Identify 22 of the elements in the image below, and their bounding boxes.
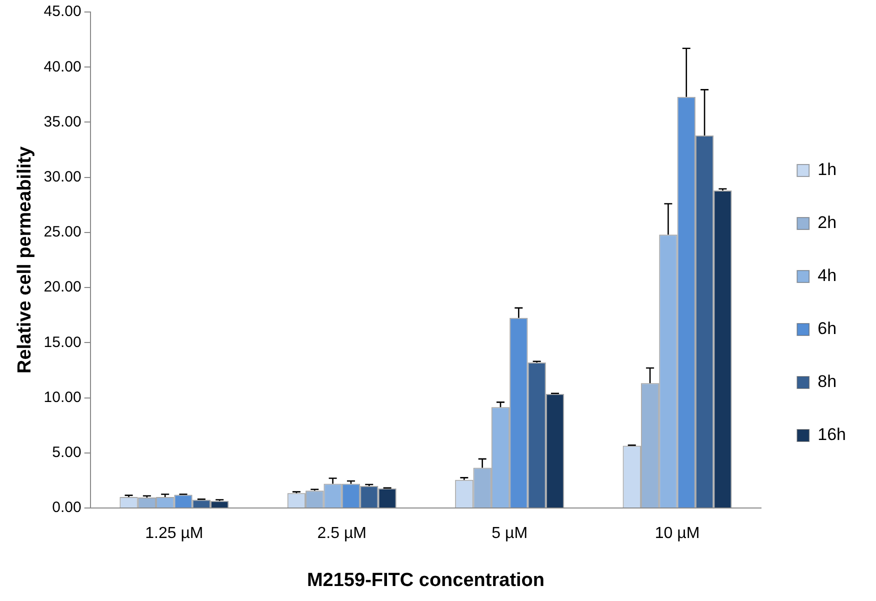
y-tick-label: 15.00: [44, 334, 82, 351]
legend-label: 8h: [818, 372, 837, 392]
y-tick-label: 30.00: [44, 168, 82, 186]
legend-label: 4h: [818, 266, 837, 286]
x-tick-label: 2.5 µM: [317, 525, 367, 542]
y-axis-title: Relative cell permeability: [14, 146, 36, 374]
x-tick-label: 10 µM: [654, 525, 700, 542]
y-tick-label: 10.00: [44, 388, 82, 406]
legend-label: 1h: [818, 160, 837, 180]
y-tick-label: 20.00: [44, 278, 82, 296]
legend-label: 6h: [818, 319, 837, 338]
legend-label: 16h: [818, 425, 846, 444]
x-tick-label: 5 µM: [492, 525, 528, 542]
y-tick-label: 0.00: [52, 499, 82, 516]
y-tick-label: 45.00: [44, 3, 82, 20]
y-tick-label: 35.00: [44, 113, 82, 130]
legend-label: 2h: [818, 213, 837, 232]
y-tick-label: 5.00: [52, 444, 82, 462]
x-axis-title: M2159-FITC concentration: [306, 570, 545, 591]
x-tick-label: 1.25 µM: [145, 525, 204, 542]
y-tick-label: 25.00: [44, 224, 82, 241]
y-tick-label: 40.00: [44, 58, 82, 76]
